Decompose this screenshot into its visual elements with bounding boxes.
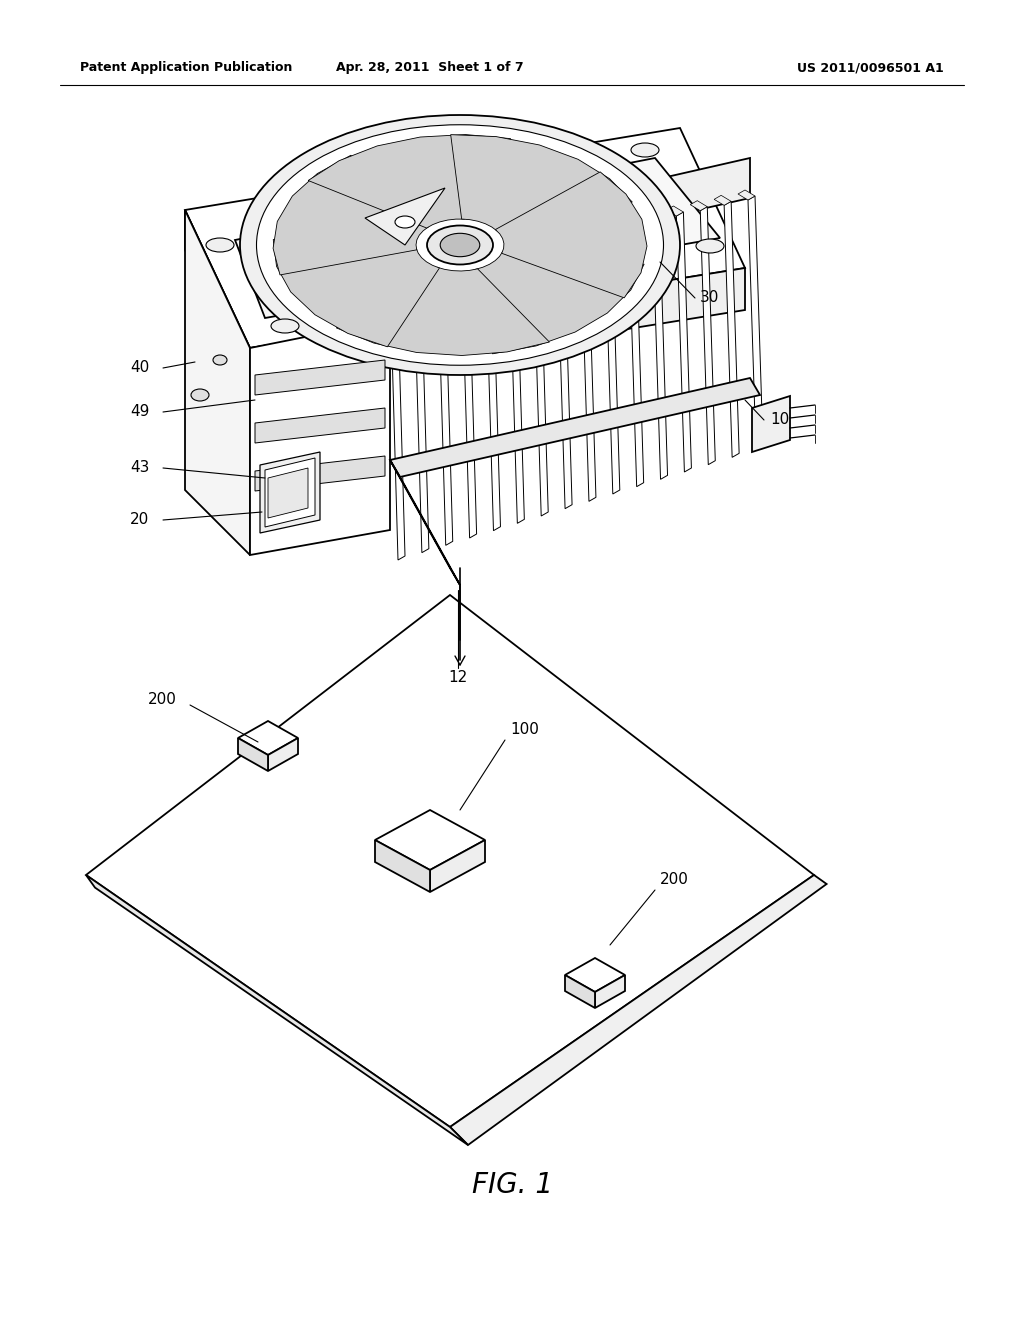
- Polygon shape: [86, 875, 468, 1144]
- Polygon shape: [462, 260, 476, 539]
- Polygon shape: [547, 232, 564, 243]
- Ellipse shape: [271, 319, 299, 333]
- Polygon shape: [268, 469, 308, 517]
- Polygon shape: [523, 238, 541, 248]
- Polygon shape: [273, 239, 439, 347]
- Polygon shape: [250, 319, 390, 554]
- Text: FIG. 1: FIG. 1: [471, 1171, 553, 1199]
- Polygon shape: [273, 156, 428, 275]
- Polygon shape: [700, 207, 716, 465]
- Text: US 2011/0096501 A1: US 2011/0096501 A1: [798, 62, 944, 74]
- Polygon shape: [86, 595, 814, 1127]
- Polygon shape: [652, 218, 668, 479]
- Text: Patent Application Publication: Patent Application Publication: [80, 62, 293, 74]
- Ellipse shape: [395, 216, 415, 228]
- Polygon shape: [375, 840, 430, 892]
- Polygon shape: [365, 187, 445, 246]
- Polygon shape: [255, 360, 385, 395]
- Polygon shape: [605, 228, 620, 494]
- Text: 43: 43: [130, 461, 150, 475]
- Polygon shape: [629, 223, 644, 487]
- Text: 12: 12: [449, 671, 468, 685]
- Ellipse shape: [440, 234, 480, 256]
- Polygon shape: [509, 249, 524, 523]
- Polygon shape: [565, 975, 595, 1008]
- Polygon shape: [185, 210, 250, 389]
- Polygon shape: [690, 201, 708, 211]
- Polygon shape: [185, 210, 250, 554]
- Polygon shape: [738, 190, 755, 201]
- Polygon shape: [336, 267, 550, 355]
- Polygon shape: [534, 244, 548, 516]
- Ellipse shape: [206, 238, 234, 252]
- Polygon shape: [428, 259, 444, 269]
- Polygon shape: [595, 222, 611, 232]
- Polygon shape: [642, 211, 659, 222]
- Ellipse shape: [631, 143, 659, 157]
- Polygon shape: [375, 810, 485, 870]
- Polygon shape: [238, 738, 268, 771]
- Polygon shape: [250, 268, 745, 389]
- Polygon shape: [255, 455, 385, 491]
- Polygon shape: [677, 213, 691, 473]
- Polygon shape: [260, 451, 319, 533]
- Polygon shape: [437, 265, 453, 545]
- Ellipse shape: [240, 115, 680, 375]
- Polygon shape: [390, 378, 760, 477]
- Ellipse shape: [696, 239, 724, 253]
- Polygon shape: [752, 396, 790, 451]
- Polygon shape: [380, 271, 397, 280]
- Polygon shape: [475, 248, 493, 259]
- Polygon shape: [268, 738, 298, 771]
- Ellipse shape: [191, 389, 209, 401]
- Polygon shape: [390, 459, 460, 585]
- Polygon shape: [557, 239, 572, 508]
- Text: 20: 20: [130, 512, 150, 528]
- Text: 49: 49: [130, 404, 150, 420]
- Ellipse shape: [213, 355, 227, 366]
- Polygon shape: [234, 158, 720, 318]
- Polygon shape: [571, 227, 588, 238]
- Polygon shape: [496, 172, 647, 298]
- Polygon shape: [475, 252, 644, 354]
- Polygon shape: [430, 840, 485, 892]
- Polygon shape: [452, 253, 469, 264]
- Text: 100: 100: [510, 722, 539, 738]
- Polygon shape: [581, 234, 596, 502]
- Text: 200: 200: [660, 873, 689, 887]
- Polygon shape: [618, 216, 636, 227]
- Polygon shape: [265, 458, 315, 527]
- Ellipse shape: [427, 226, 493, 264]
- Polygon shape: [724, 202, 739, 457]
- Polygon shape: [255, 408, 385, 444]
- Polygon shape: [308, 135, 511, 228]
- Ellipse shape: [256, 125, 664, 366]
- Text: Apr. 28, 2011  Sheet 1 of 7: Apr. 28, 2011 Sheet 1 of 7: [336, 62, 524, 74]
- Text: 40: 40: [130, 360, 150, 375]
- Polygon shape: [403, 265, 421, 275]
- Polygon shape: [185, 128, 745, 348]
- Polygon shape: [390, 158, 750, 280]
- Polygon shape: [667, 206, 683, 216]
- Polygon shape: [565, 958, 625, 993]
- Polygon shape: [748, 195, 763, 450]
- Polygon shape: [485, 255, 501, 531]
- Polygon shape: [390, 276, 406, 560]
- Polygon shape: [450, 875, 826, 1144]
- Polygon shape: [500, 243, 516, 253]
- Text: 200: 200: [148, 693, 177, 708]
- Polygon shape: [238, 721, 298, 755]
- Polygon shape: [714, 195, 731, 206]
- Polygon shape: [414, 271, 429, 553]
- Text: 30: 30: [700, 290, 720, 305]
- Polygon shape: [451, 135, 632, 231]
- Text: 10: 10: [770, 412, 790, 428]
- Polygon shape: [595, 975, 625, 1008]
